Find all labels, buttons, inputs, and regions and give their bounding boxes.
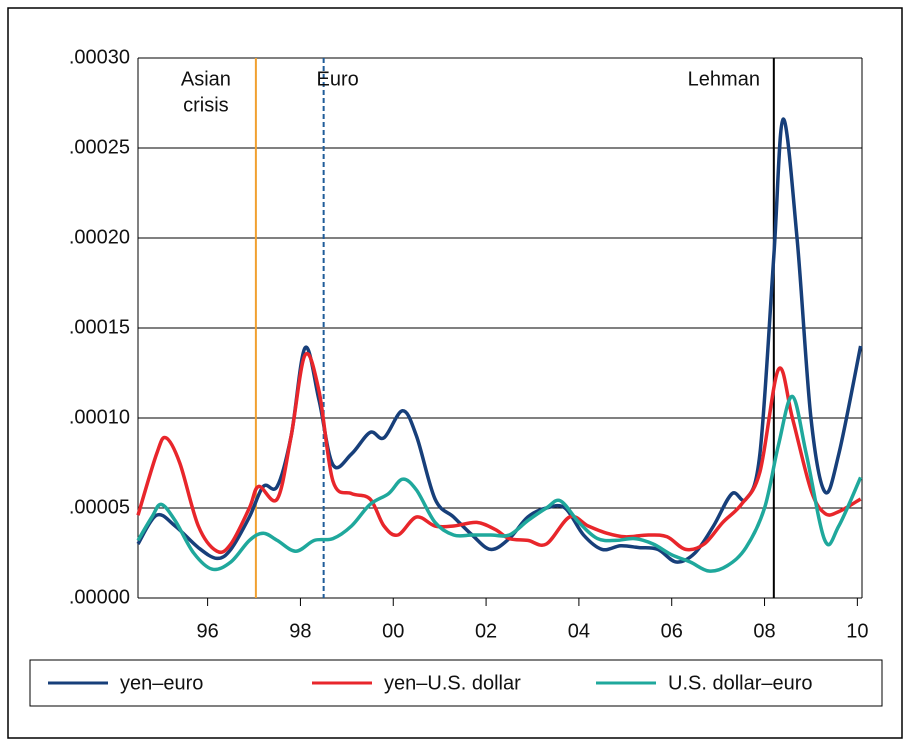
x-tick-label: 06 xyxy=(661,620,683,642)
x-tick-label: 96 xyxy=(196,620,218,642)
x-tick-label: 98 xyxy=(289,620,311,642)
legend-box xyxy=(29,659,883,707)
x-tick-label: 02 xyxy=(475,620,497,642)
y-tick-label: .00010 xyxy=(69,406,130,428)
y-tick-label: .00015 xyxy=(69,316,130,338)
y-tick-label: .00005 xyxy=(69,496,130,518)
y-tick-label: .00030 xyxy=(69,46,130,68)
y-tick-label: .00000 xyxy=(69,586,130,608)
annotation-label: Euro xyxy=(317,68,359,90)
annotation-label: Lehman xyxy=(688,68,760,90)
legend-label: yen–euro xyxy=(120,672,203,694)
x-tick-label: 04 xyxy=(568,620,590,642)
x-tick-label: 00 xyxy=(382,620,404,642)
legend-label: yen–U.S. dollar xyxy=(384,672,521,694)
y-tick-label: .00020 xyxy=(69,226,130,248)
series-line xyxy=(136,394,863,573)
series-line xyxy=(136,351,862,555)
x-tick-label: 08 xyxy=(753,620,775,642)
x-tick-label: 10 xyxy=(846,620,868,642)
legend-label: U.S. dollar–euro xyxy=(668,672,813,694)
annotation-label: Asian xyxy=(181,68,231,90)
y-tick-label: .00025 xyxy=(69,136,130,158)
annotation-label: crisis xyxy=(183,94,229,116)
frame xyxy=(7,7,903,739)
